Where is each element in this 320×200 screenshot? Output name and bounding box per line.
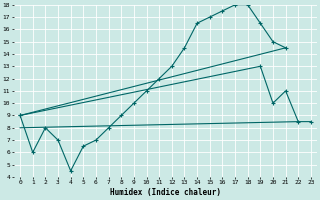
X-axis label: Humidex (Indice chaleur): Humidex (Indice chaleur)	[110, 188, 221, 197]
